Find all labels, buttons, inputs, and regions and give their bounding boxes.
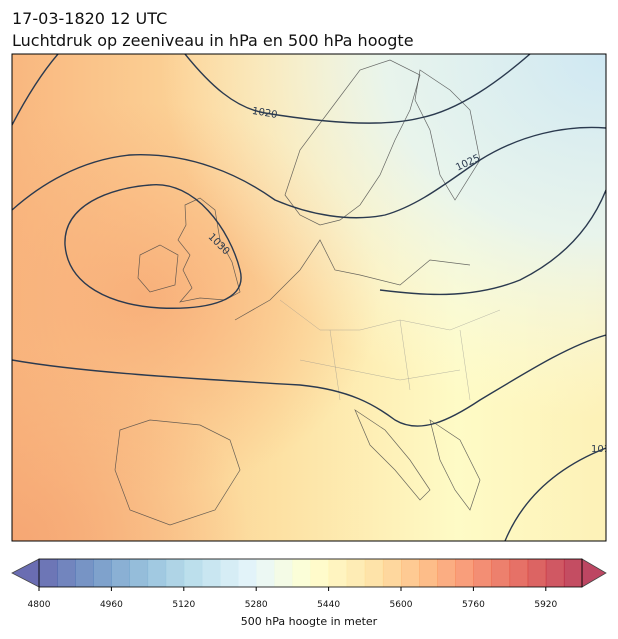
coastline <box>114 419 241 526</box>
colorbar-segment <box>491 559 511 587</box>
colorbar-segment <box>39 559 58 587</box>
colorbar-tick-label: 5440 <box>317 600 340 610</box>
isobar <box>184 54 531 124</box>
coastline <box>137 244 179 293</box>
isobar <box>64 184 242 309</box>
colorbar-segment <box>238 559 257 587</box>
map: 1020 1025 1030 101 <box>12 54 610 541</box>
contour-label: 1020 <box>251 106 278 121</box>
colorbar-segment <box>147 559 167 587</box>
colorbar-extend <box>11 558 40 588</box>
colorbar-segment <box>292 559 311 587</box>
colorbar-segment <box>57 559 76 587</box>
colorbar-tick-label: 4960 <box>100 600 123 610</box>
isobar <box>12 334 606 427</box>
colorbar-segment <box>165 559 185 587</box>
colorbar-segment <box>75 559 94 587</box>
colorbar-tick-label: 4800 <box>28 600 51 610</box>
colorbar-segment <box>93 559 112 587</box>
colorbar-segment <box>437 559 456 587</box>
colorbar-segment <box>509 559 529 587</box>
colorbar-tick-label: 5280 <box>245 600 268 610</box>
colorbar-segment <box>129 559 149 587</box>
colorbar-segment <box>201 559 221 587</box>
coastline <box>354 409 431 501</box>
map-frame <box>11 53 607 542</box>
colorbar-segment <box>401 559 420 587</box>
colorbar-extend <box>581 558 607 588</box>
isobar <box>379 189 606 296</box>
colorbar-tick-label: 5120 <box>172 600 195 610</box>
colorbar-segment <box>256 559 275 587</box>
colorbar-segment <box>473 559 492 587</box>
colorbar-segment <box>419 559 438 587</box>
coastline <box>234 239 471 321</box>
colorbar-segment <box>455 559 474 587</box>
isobar <box>12 126 606 219</box>
title: 17-03-1820 12 UTC <box>12 9 167 28</box>
contour-label: 101 <box>591 444 610 455</box>
border <box>279 299 501 401</box>
colorbar-segment <box>364 559 384 587</box>
colorbar-segment <box>382 559 402 587</box>
coastline <box>414 69 481 201</box>
colorbar-frame <box>38 558 583 588</box>
colorbar-segment <box>527 559 547 587</box>
colorbar-segment <box>111 559 130 587</box>
colorbar-segment <box>310 559 330 587</box>
isobar <box>504 447 606 541</box>
colorbar-segment <box>346 559 366 587</box>
colorbar-segment <box>563 559 583 587</box>
isobar <box>12 54 59 126</box>
colorbar-segment <box>220 559 239 587</box>
field <box>12 54 606 541</box>
colorbar-segment <box>183 559 203 587</box>
colorbar-tick-label: 5920 <box>534 600 557 610</box>
colorbar-segment <box>545 559 565 587</box>
coastline <box>429 419 481 511</box>
colorbar-segment <box>328 559 348 587</box>
colorbar-tick-label: 5760 <box>462 600 485 610</box>
colorbar-segment <box>274 559 293 587</box>
colorbar-label: 500 hPa hoogte in meter <box>241 615 378 628</box>
coastline <box>284 59 421 226</box>
colorbar: 4800 4960 5120 5280 5440 5600 5760 5920 <box>11 558 607 610</box>
colorbar-tick-label: 5600 <box>390 600 413 610</box>
subtitle: Luchtdruk op zeeniveau in hPa en 500 hPa… <box>12 31 414 50</box>
